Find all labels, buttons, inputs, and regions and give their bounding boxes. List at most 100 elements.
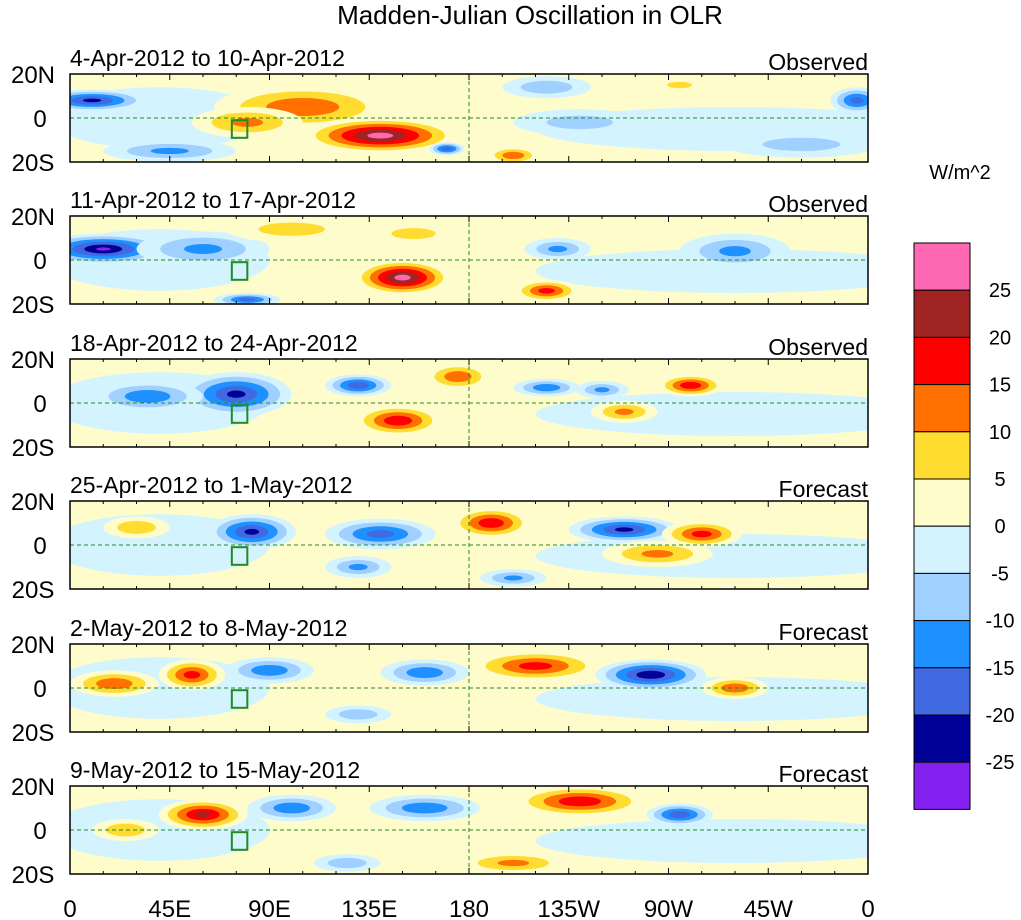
anomaly (568, 516, 680, 543)
anomaly-contour (82, 98, 102, 103)
colorbar-bin (913, 384, 971, 433)
colorbar-tick-label: -15 (986, 658, 1015, 680)
colorbar-tick-label: -25 (986, 752, 1015, 774)
anomaly-contour (548, 245, 568, 253)
anomaly-contour (244, 528, 260, 535)
colorbar-bin (913, 431, 971, 480)
anomaly (247, 794, 336, 822)
y-tick-label: 20N (11, 347, 55, 374)
anomaly-contour (195, 812, 211, 818)
anomaly (513, 279, 580, 302)
index-box (230, 404, 249, 424)
panel-kind-label: Forecast (779, 761, 869, 787)
anomaly (225, 216, 359, 243)
anomaly-contour (338, 709, 378, 720)
anomaly (457, 852, 569, 874)
anomaly-contour (106, 823, 145, 837)
anomaly-contour (441, 146, 453, 151)
anomaly-contour (546, 115, 614, 129)
colorbar-bin (913, 289, 971, 338)
y-tick-label: 20S (12, 435, 55, 462)
panel-date-range: 2-May-2012 to 8-May-2012 (70, 615, 347, 641)
map-field (70, 74, 868, 162)
anomaly (214, 293, 281, 304)
anomaly (679, 233, 791, 269)
anomaly-contour (614, 527, 634, 532)
anomaly-contour (117, 520, 156, 534)
y-tick-label: 0 (33, 248, 46, 275)
anomaly (469, 650, 602, 682)
anomaly (313, 854, 381, 872)
anomaly-contour (502, 151, 525, 160)
anomaly (524, 238, 591, 260)
y-tick-label: 0 (33, 106, 46, 133)
anomaly (451, 507, 532, 539)
anomaly (657, 374, 724, 397)
anomaly (602, 540, 713, 567)
map-panel-3: 18-Apr-2012 to 24-Apr-2012 Observed 20N 0 20… (11, 330, 869, 462)
x-tick-label: 135E (341, 896, 397, 920)
panel-kind-label: Observed (768, 191, 868, 217)
anomaly (830, 87, 868, 114)
anomaly-contour (667, 81, 693, 89)
colorbar-bin (913, 667, 971, 716)
panel-date-range: 25-Apr-2012 to 1-May-2012 (70, 472, 353, 498)
anomaly (429, 142, 465, 156)
anomaly (595, 659, 707, 691)
anomaly (480, 569, 547, 587)
anomaly-contour (124, 390, 171, 403)
panel-date-range: 4-Apr-2012 to 10-Apr-2012 (70, 45, 345, 71)
anomaly (513, 378, 580, 397)
anomaly-contour (239, 297, 256, 302)
anomaly (424, 363, 492, 390)
panel-kind-label: Observed (768, 49, 868, 75)
anomaly-contour (391, 228, 436, 240)
anomaly-contour (96, 247, 111, 251)
anomaly (136, 231, 270, 267)
anomaly (302, 118, 458, 154)
index-box (230, 261, 249, 281)
anomaly-contour (538, 288, 555, 294)
anomaly (486, 146, 540, 162)
y-tick-label: 20S (12, 150, 55, 177)
anomaly-contour (367, 132, 394, 139)
index-box (230, 831, 249, 851)
colorbar-tick-label: 10 (989, 422, 1011, 444)
anomaly-contour (614, 408, 634, 415)
anomaly-contour (150, 147, 189, 155)
y-tick-label: 20N (11, 204, 55, 231)
anomaly-contour (184, 243, 222, 255)
y-tick-label: 20N (11, 774, 55, 801)
anomaly-contour (669, 811, 691, 819)
y-tick-label: 20S (12, 862, 55, 889)
anomaly (590, 400, 658, 423)
anomaly-contour (406, 667, 443, 679)
anomaly-contour (520, 80, 573, 94)
anomaly (324, 518, 436, 550)
x-tick-label: 180 (449, 896, 489, 920)
anomaly (103, 516, 170, 539)
panel-date-range: 9-May-2012 to 15-May-2012 (70, 757, 360, 783)
x-tick-label: 90W (644, 896, 694, 920)
y-tick-label: 20N (11, 632, 55, 659)
anomaly (70, 89, 148, 112)
anomaly (661, 520, 742, 548)
anomaly-contour (641, 550, 674, 558)
anomaly-contour (366, 530, 395, 538)
x-tick-label: 45E (148, 896, 191, 920)
anomaly (92, 381, 203, 412)
anomaly (502, 76, 591, 99)
anomaly-contour (394, 274, 411, 281)
anomaly-contour (636, 670, 666, 679)
anomaly-contour (518, 662, 553, 670)
anomaly (207, 514, 297, 550)
anomaly (369, 222, 458, 245)
anomaly (70, 670, 159, 697)
anomaly-contour (558, 796, 601, 807)
panel-date-range: 18-Apr-2012 to 24-Apr-2012 (70, 330, 358, 356)
colorbar-bin (913, 761, 971, 810)
anomaly-contour (719, 246, 751, 257)
anomaly (324, 705, 392, 724)
colorbar-bin (913, 572, 971, 622)
